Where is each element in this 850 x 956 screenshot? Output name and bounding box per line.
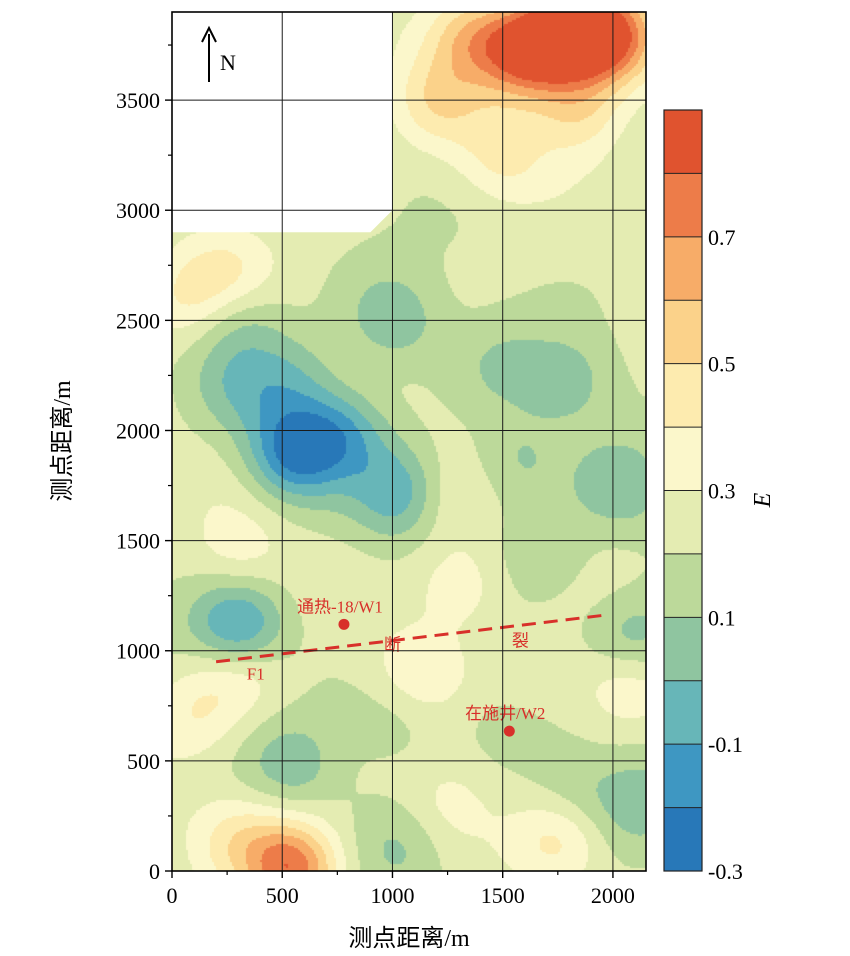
y-tick-label: 3500 [116,88,160,113]
north-arrow: N [201,25,236,82]
colorbar-swatch [664,363,702,428]
y-axis-label: 测点距离/m [49,380,76,502]
x-tick-label: 1000 [370,883,414,908]
colorbar-swatch [664,300,702,364]
colorbar-swatch [664,427,702,491]
y-tick-label: 1000 [116,639,160,664]
colorbar-swatch [664,553,702,618]
colorbar-tick-label: 0.3 [708,479,736,504]
x-tick-label: 1500 [481,883,525,908]
x-tick-label: 500 [266,883,299,908]
fault-label: F1 [247,664,265,683]
colorbar-swatch [664,680,702,745]
colorbar-swatch [664,236,702,301]
colorbar-swatch [664,173,702,237]
well-marker [338,618,350,630]
north-arrow-head [201,25,217,43]
fault-label-char: 裂 [512,631,529,650]
colorbar-tick-label: 0.1 [708,605,736,630]
x-axis: 0 500 1000 1500 2000 [167,871,635,908]
y-tick-label: 0 [149,859,160,884]
y-axis: 0 500 1000 1500 2000 2500 3000 3500 [116,44,172,884]
plot-frame [171,11,647,872]
colorbar-tick-label: -0.1 [708,732,743,757]
x-axis-label: 测点距离/m [348,925,470,952]
colorbar-label: E [750,492,776,508]
grid-lines [172,12,646,871]
north-arrow-label: N [220,50,236,75]
colorbar-tick-label: 0.7 [708,225,736,250]
y-tick-label: 2000 [116,418,160,443]
well-label: 通热-18/W1 [297,597,383,616]
y-tick-label: 3000 [116,198,160,223]
colorbar-tick-label: -0.3 [708,859,743,884]
colorbar-swatch [664,807,702,871]
colorbar-swatch [664,110,702,174]
well-marker [503,725,515,737]
x-tick-label: 2000 [591,883,635,908]
y-tick-label: 1500 [116,529,160,554]
y-tick-label: 2500 [116,308,160,333]
colorbar-swatch [664,617,702,681]
y-tick-label: 500 [127,749,160,774]
colorbar-frame [663,109,703,872]
x-tick-label: 0 [167,883,178,908]
colorbar-swatch [664,490,702,554]
colorbar-swatch [664,744,702,808]
colorbar-tick-label: 0.5 [708,352,736,377]
colorbar: 0.7 0.5 0.3 0.1 -0.1 -0.3 [663,109,743,884]
well-label: 在施井/W2 [465,704,545,723]
